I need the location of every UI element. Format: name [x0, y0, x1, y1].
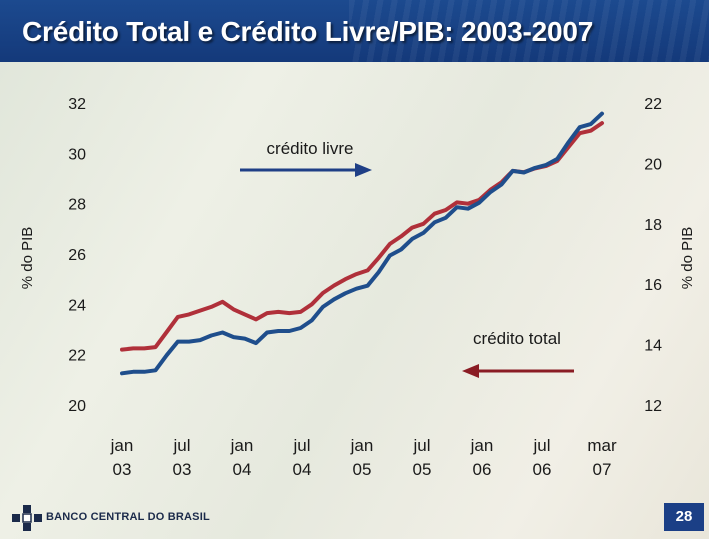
series-layer [120, 111, 604, 376]
left-tick-label: 32 [68, 96, 86, 113]
arrow-left-icon [462, 364, 479, 378]
slide-title: Crédito Total e Crédito Livre/PIB: 2003-… [22, 16, 594, 47]
right-y-axis-label: % do PIB [679, 227, 696, 290]
right-tick-label: 22 [644, 96, 662, 113]
right-tick-label: 20 [644, 156, 662, 173]
x-tick-label: 04 [233, 460, 252, 479]
x-tick-label: 07 [593, 460, 612, 479]
x-tick-label: jul [172, 436, 190, 455]
x-tick-label: jul [292, 436, 310, 455]
x-tick-label: 04 [293, 460, 312, 479]
left-tick-label: 26 [68, 247, 86, 264]
annotation-credito-livre: crédito livre [267, 139, 354, 158]
right-tick-label: 16 [644, 277, 662, 294]
left-tick-label: 24 [68, 297, 86, 314]
x-tick-label: 06 [533, 460, 552, 479]
x-tick-label: jan [350, 436, 374, 455]
right-tick-label: 18 [644, 217, 662, 234]
right-tick-label: 14 [644, 338, 662, 355]
right-y-axis-ticks: 22 20 18 16 14 12 [644, 96, 662, 415]
left-tick-label: 20 [68, 398, 86, 415]
title-bar [0, 0, 709, 62]
annotation-credito-total: crédito total [473, 329, 561, 348]
x-tick-label: jan [230, 436, 254, 455]
x-axis-ticks: jan 03 jul 03 jan 04 jul 04 jan 05 jul 05 jan 06 jul 06… [110, 436, 617, 479]
x-tick-label: jul [412, 436, 430, 455]
logo-text: BANCO CENTRAL DO BRASIL [46, 511, 210, 523]
series-line-credito-livre [120, 111, 604, 376]
x-tick-label: 05 [353, 460, 372, 479]
left-tick-label: 30 [68, 146, 86, 163]
arrow-right-icon [355, 163, 372, 177]
right-tick-label: 12 [644, 398, 662, 415]
x-tick-label: jan [110, 436, 134, 455]
page-number: 28 [664, 503, 704, 531]
left-y-axis-ticks: 32 30 28 26 24 22 20 [68, 96, 86, 415]
x-tick-label: 03 [173, 460, 192, 479]
x-tick-label: 06 [473, 460, 492, 479]
x-tick-label: mar [587, 436, 617, 455]
left-y-axis-label: % do PIB [19, 227, 36, 290]
series-line-credito-total [120, 121, 604, 352]
banco-central-logo-icon [12, 505, 42, 531]
x-tick-label: 03 [113, 460, 132, 479]
x-tick-label: 05 [413, 460, 432, 479]
left-tick-label: 22 [68, 348, 86, 365]
x-tick-label: jul [532, 436, 550, 455]
left-tick-label: 28 [68, 197, 86, 214]
x-tick-label: jan [470, 436, 494, 455]
